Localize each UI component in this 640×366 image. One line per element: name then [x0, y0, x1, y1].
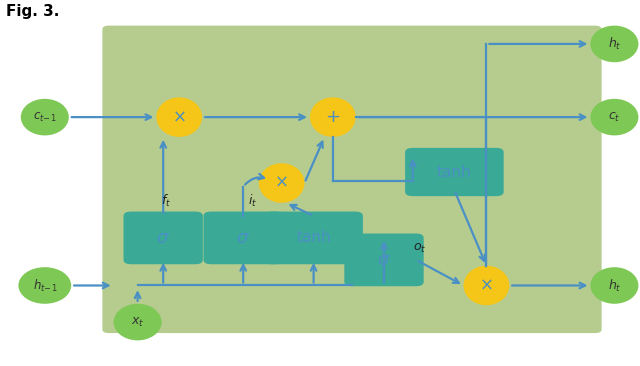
Text: $i_t$: $i_t$ [248, 193, 257, 209]
Text: $f_t$: $f_t$ [161, 193, 172, 209]
FancyBboxPatch shape [405, 148, 504, 196]
Text: tanh: tanh [437, 165, 472, 179]
Ellipse shape [310, 97, 356, 137]
FancyBboxPatch shape [102, 26, 602, 333]
Ellipse shape [590, 99, 639, 135]
Text: $\sigma$: $\sigma$ [236, 229, 250, 247]
Ellipse shape [590, 26, 639, 62]
Ellipse shape [259, 163, 305, 203]
Text: $x_t$: $x_t$ [131, 315, 144, 329]
Text: ×: × [479, 276, 493, 295]
Text: Fig. 3.: Fig. 3. [6, 4, 60, 19]
Text: +: + [325, 108, 340, 126]
FancyBboxPatch shape [344, 234, 424, 286]
Text: $h_t$: $h_t$ [607, 277, 621, 294]
Text: $h_t$: $h_t$ [607, 36, 621, 52]
Ellipse shape [463, 266, 509, 305]
Text: $\sigma$: $\sigma$ [156, 229, 170, 247]
Ellipse shape [19, 267, 71, 304]
Ellipse shape [590, 267, 639, 304]
Ellipse shape [156, 97, 202, 137]
Text: $h_{t\!-\!1}$: $h_{t\!-\!1}$ [33, 277, 57, 294]
Text: $o_t$: $o_t$ [413, 242, 426, 255]
Text: tanh: tanh [296, 231, 331, 245]
FancyBboxPatch shape [264, 212, 363, 264]
Text: ×: × [172, 108, 186, 126]
FancyBboxPatch shape [204, 212, 283, 264]
Ellipse shape [21, 99, 69, 135]
FancyBboxPatch shape [124, 212, 203, 264]
Text: $c_t$: $c_t$ [608, 111, 621, 124]
Text: $c_{t\!-\!1}$: $c_{t\!-\!1}$ [33, 111, 56, 124]
Text: $\sigma$: $\sigma$ [377, 251, 391, 269]
Text: ×: × [275, 174, 289, 192]
Ellipse shape [114, 304, 161, 340]
